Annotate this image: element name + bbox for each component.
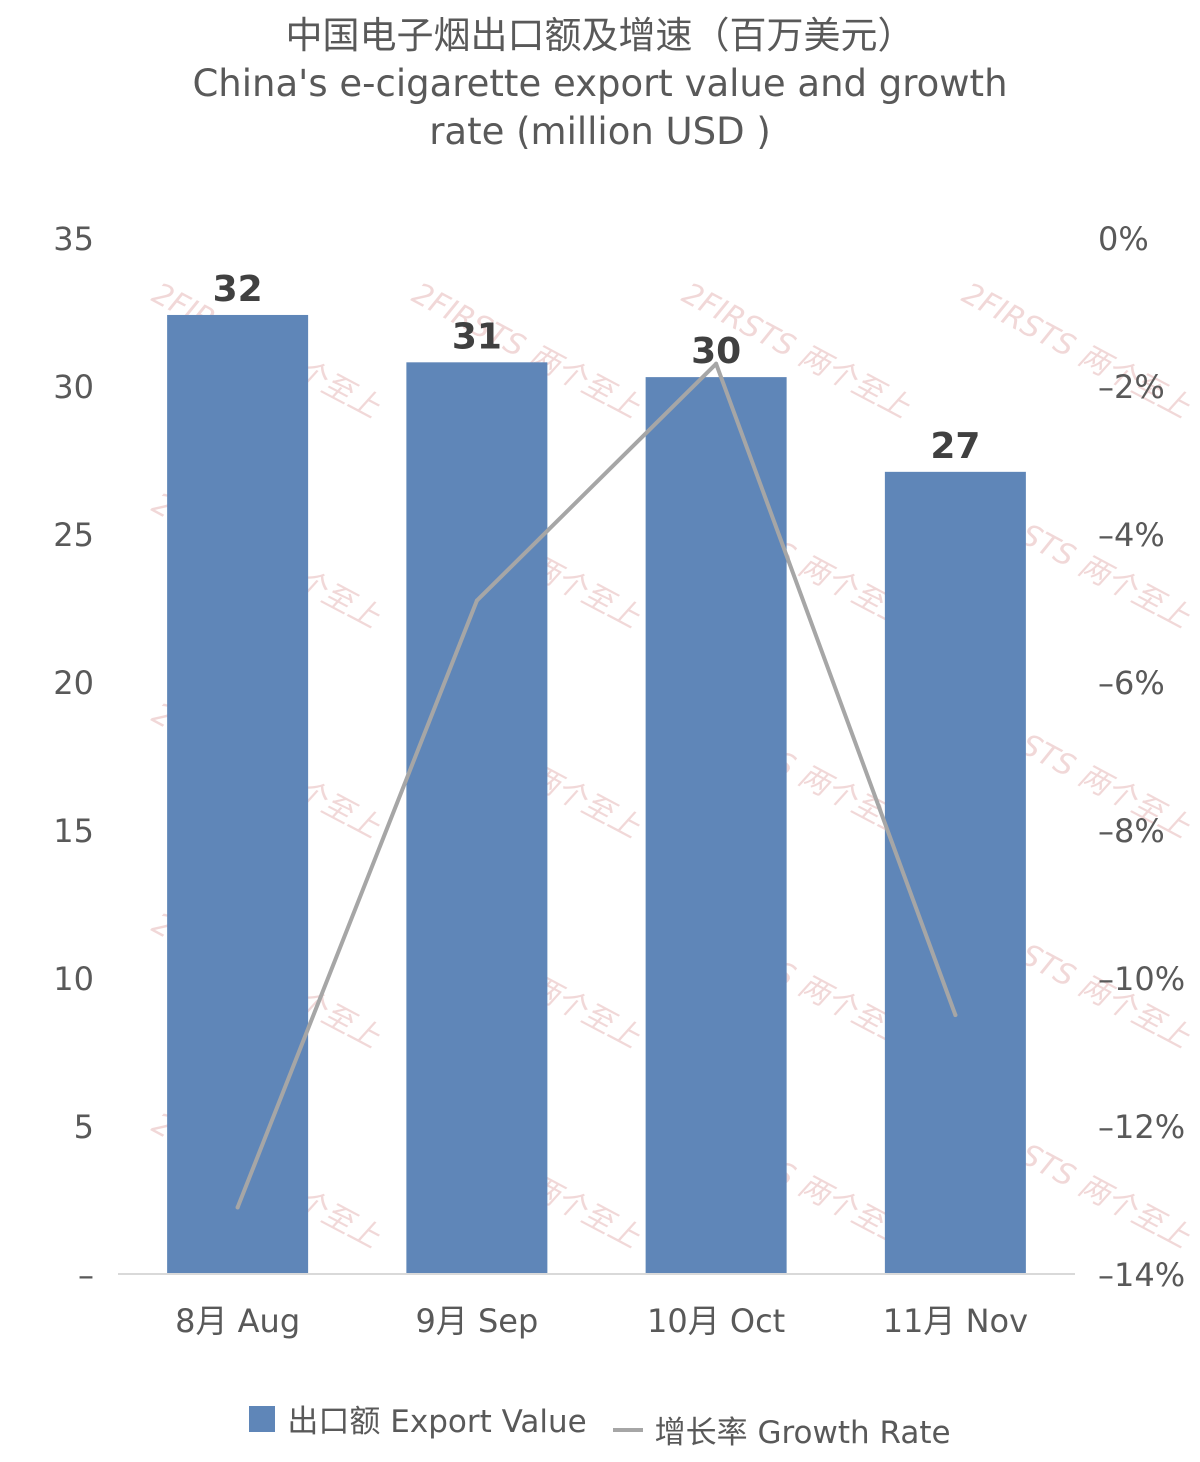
growth-rate-point [714, 361, 719, 366]
bar-data-label: 27 [930, 426, 980, 467]
legend-label-growth: 增长率 Growth Rate [654, 1415, 951, 1451]
bar-export-value [645, 377, 787, 1274]
y-right-tick-label: 0% [1098, 220, 1149, 258]
legend-item-export: 出口额 Export Value [249, 1396, 587, 1441]
y-right-tick-label: –12% [1098, 1108, 1185, 1146]
x-category-label: 9月 Sep [415, 1302, 538, 1340]
growth-rate-point [474, 598, 479, 603]
bar-export-value [406, 362, 548, 1274]
legend-swatch-growth [612, 1427, 643, 1432]
y-right-tick-label: –14% [1098, 1256, 1185, 1294]
growth-rate-line [235, 361, 958, 1210]
y-left-tick-label: 15 [53, 812, 94, 850]
x-category-label: 10月 Oct [647, 1302, 785, 1340]
x-category-label: 8月 Aug [175, 1302, 300, 1340]
legend-label-export: 出口额 Export Value [287, 1404, 587, 1440]
bar-data-label: 32 [213, 269, 263, 310]
bar-export-value [167, 314, 309, 1275]
title-en-line2: rate (million USD ) [429, 110, 771, 153]
chart-title: 中国电子烟出口额及增速（百万美元） China's e-cigarette ex… [0, 12, 1200, 156]
legend-item-growth: 增长率 Growth Rate [612, 1407, 951, 1452]
y-left-tick-label: 20 [53, 664, 94, 702]
y-left-tick-label: 30 [53, 368, 94, 406]
y-left-tick-label: 5 [74, 1108, 94, 1146]
growth-rate-point [235, 1205, 240, 1210]
title-cn: 中国电子烟出口额及增速（百万美元） [285, 14, 915, 57]
title-en-line1: China's e-cigarette export value and gro… [192, 62, 1008, 105]
y-left-tick-label: 25 [53, 516, 94, 554]
y-right-tick-label: –8% [1098, 812, 1165, 850]
y-right-tick-label: –6% [1098, 664, 1165, 702]
y-left-tick-label: – [78, 1256, 94, 1294]
y-left-tick-label: 10 [53, 960, 94, 998]
bar-data-label: 30 [691, 331, 741, 372]
bar-data-label: 31 [452, 316, 502, 357]
x-category-label: 11月 Nov [883, 1302, 1028, 1340]
legend-swatch-export [249, 1405, 276, 1432]
legend: 出口额 Export Value 增长率 Growth Rate [0, 1396, 1200, 1452]
bar-export-value [884, 471, 1026, 1275]
y-right-tick-label: –4% [1098, 516, 1165, 554]
growth-rate-point [953, 1013, 958, 1017]
y-left-tick-label: 35 [53, 220, 94, 258]
y-right-tick-label: –2% [1098, 368, 1165, 406]
y-right-tick-label: –10% [1098, 960, 1185, 998]
